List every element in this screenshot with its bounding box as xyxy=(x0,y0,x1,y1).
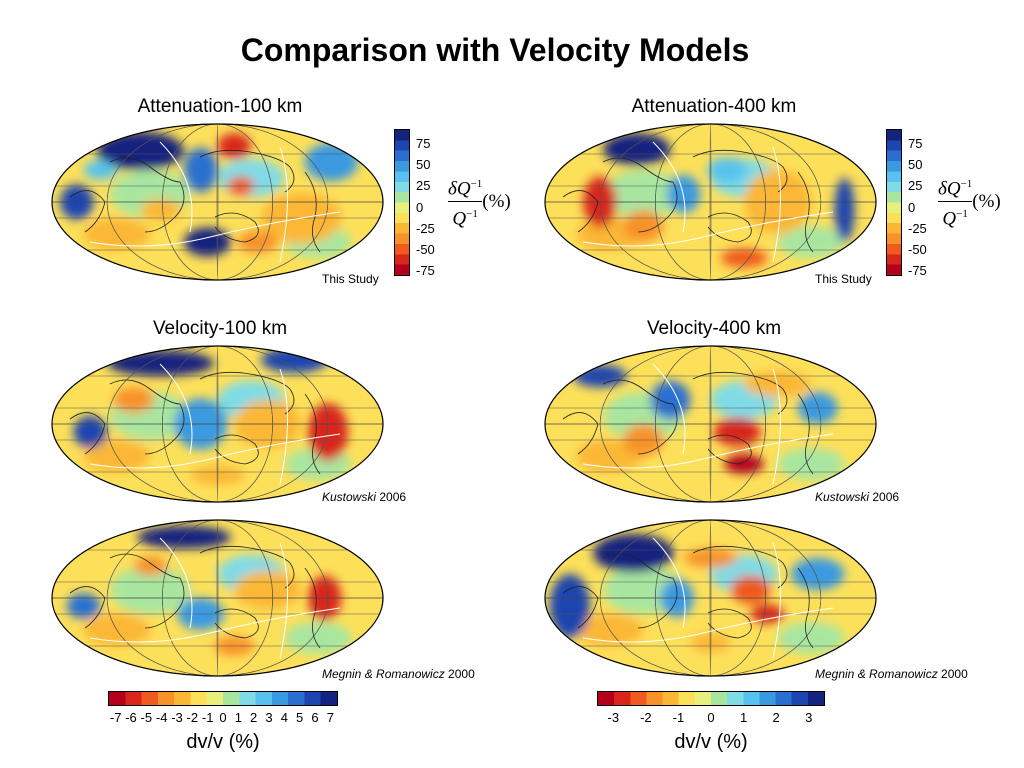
colorbar-tick-label: -75 xyxy=(416,263,435,278)
colorbar-tick-label: 0 xyxy=(219,710,227,725)
colorbar-tick-label: 5 xyxy=(296,710,304,725)
map-velocity-100-megnin xyxy=(50,518,385,678)
colorbar-tick-label: -2 xyxy=(640,710,652,725)
colorbar-tick-label: 0 xyxy=(416,199,424,215)
eq-numerator: δQ xyxy=(938,178,961,200)
colorbar-tick-label: 3 xyxy=(805,710,813,725)
map-velocity-400-kustowski xyxy=(543,344,878,504)
q-equation-left: δQ−1 Q−1 (%) xyxy=(448,178,511,230)
q-colorbar-right-ticks: 75 50 25 0 -25 -50 -75 xyxy=(872,129,927,277)
colorbar-tick-label: -7 xyxy=(109,710,122,725)
colorbar-tick-label: 25 xyxy=(416,178,431,194)
colorbar-tick-label: -75 xyxy=(908,263,927,278)
colorbar-tick-label: -4 xyxy=(155,710,168,725)
colorbar-tick-label: -3 xyxy=(171,710,183,725)
credit-velocity-100-megnin: Megnin & Romanowicz 2000 xyxy=(322,667,475,681)
panel-title-attenuation-100: Attenuation-100 km xyxy=(137,96,303,117)
q-colorbar-right xyxy=(886,129,902,276)
eq-denominator: Q xyxy=(452,208,467,230)
colorbar-tick-label: 6 xyxy=(311,710,319,725)
q-colorbar-left xyxy=(394,129,410,276)
velocity-colorbar-right-ticks: -3 -2 -1 0 1 2 3 xyxy=(597,711,825,727)
map-attenuation-100 xyxy=(50,122,385,282)
colorbar-tick-label: -50 xyxy=(416,241,435,257)
panel-title-velocity-400: Velocity-400 km xyxy=(646,318,782,339)
eq-unit: (%) xyxy=(482,190,511,212)
velocity-colorbar-right-label: dv/v (%) xyxy=(674,731,748,753)
velocity-colorbar-right xyxy=(597,691,825,706)
map-velocity-400-megnin xyxy=(543,518,878,678)
eq-numerator: δQ xyxy=(448,178,471,200)
colorbar-tick-label: 75 xyxy=(416,136,431,151)
slide-title: Comparison with Velocity Models xyxy=(240,32,750,68)
colorbar-tick-label: 2 xyxy=(772,710,780,725)
panel-title-velocity-100: Velocity-100 km xyxy=(152,318,288,339)
colorbar-tick-label: 50 xyxy=(416,157,431,173)
colorbar-tick-label: -50 xyxy=(908,241,927,257)
colorbar-tick-label: 50 xyxy=(908,157,923,173)
colorbar-tick-label: 75 xyxy=(908,136,923,151)
credit-velocity-400-kustowski: Kustowski 2006 xyxy=(815,490,900,504)
velocity-colorbar-left xyxy=(108,691,338,706)
q-equation-right: δQ−1 Q−1 (%) xyxy=(938,178,1001,230)
eq-unit: (%) xyxy=(972,190,1001,212)
colorbar-tick-label: 0 xyxy=(707,710,715,725)
colorbar-tick-label: 0 xyxy=(908,199,916,215)
colorbar-tick-label: -5 xyxy=(140,710,153,725)
colorbar-tick-label: -3 xyxy=(607,710,620,725)
colorbar-tick-label: 1 xyxy=(234,710,242,725)
panel-title-attenuation-400: Attenuation-400 km xyxy=(631,96,797,117)
colorbar-tick-label: 4 xyxy=(280,710,288,725)
colorbar-tick-label: -6 xyxy=(125,710,137,725)
credit-attenuation-400: This Study xyxy=(815,272,872,286)
credit-attenuation-100: This Study xyxy=(322,272,379,286)
q-colorbar-left-ticks: 75 50 25 0 -25 -50 -75 xyxy=(380,129,435,277)
colorbar-tick-label: 2 xyxy=(250,710,258,725)
eq-denominator: Q xyxy=(942,208,957,230)
colorbar-tick-label: -1 xyxy=(201,710,214,725)
map-velocity-100-kustowski xyxy=(50,344,385,504)
colorbar-tick-label: -1 xyxy=(672,710,685,725)
map-attenuation-400 xyxy=(543,122,878,282)
colorbar-tick-label: -25 xyxy=(908,220,927,236)
colorbar-tick-label: 1 xyxy=(739,710,748,725)
credit-velocity-100-kustowski: Kustowski 2006 xyxy=(322,490,407,504)
colorbar-tick-label: 25 xyxy=(908,178,923,194)
colorbar-tick-label: -2 xyxy=(186,710,199,725)
colorbar-tick-label: 7 xyxy=(326,710,334,725)
velocity-colorbar-left-label: dv/v (%) xyxy=(186,731,260,753)
velocity-colorbar-left-ticks: -7 -6 -5 -4 -3 -2 -1 0 1 2 3 4 5 6 7 xyxy=(108,711,338,727)
credit-velocity-400-megnin: Megnin & Romanowicz 2000 xyxy=(815,667,968,681)
colorbar-tick-label: -25 xyxy=(416,220,435,236)
colorbar-tick-label: 3 xyxy=(265,710,273,725)
